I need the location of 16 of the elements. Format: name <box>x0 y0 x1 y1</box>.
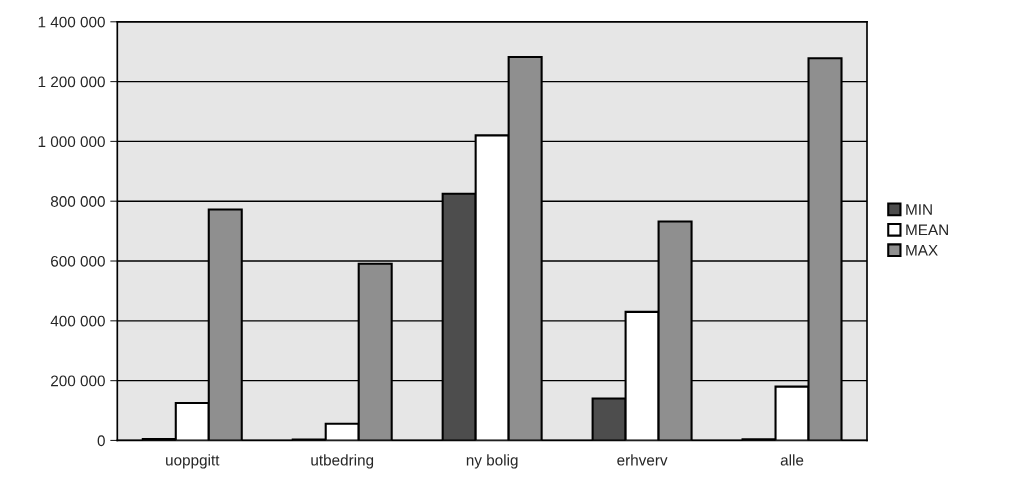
legend-label: MEAN <box>906 224 948 236</box>
y-tick-label: 1 400 000 <box>38 16 105 28</box>
y-tick-label: 1 000 000 <box>38 136 105 148</box>
x-tick-label: uoppgitt <box>166 454 220 469</box>
y-tick-label: 800 000 <box>50 196 105 207</box>
legend-label: MAX <box>906 245 938 256</box>
x-tick-label: ny bolig <box>466 454 518 469</box>
y-tick-label: 600 000 <box>51 255 105 267</box>
y-tick-label: 400 000 <box>50 315 105 327</box>
x-tick-label: alle <box>780 454 804 466</box>
x-tick-label: utbedring <box>311 454 374 469</box>
y-tick-label: 200 000 <box>51 375 105 387</box>
x-tick-label: erhverv <box>617 454 668 466</box>
y-tick-label: 1 200 000 <box>38 76 105 88</box>
legend-label: MIN <box>906 204 932 215</box>
y-tick-label: 0 <box>97 435 105 447</box>
